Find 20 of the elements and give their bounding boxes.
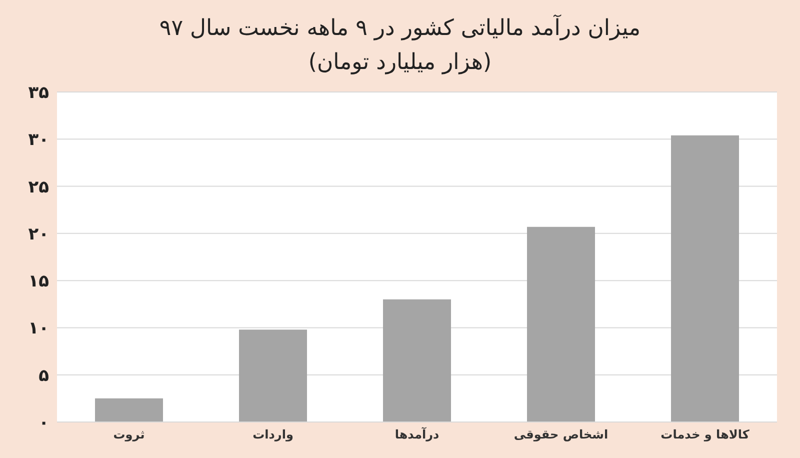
x-tick-label: اشخاص حقوقی <box>514 428 608 442</box>
bar <box>671 135 739 422</box>
y-tick-label: ۵ <box>38 366 49 386</box>
x-tick-label: واردات <box>252 428 294 442</box>
y-tick-label: ۱۵ <box>28 272 49 292</box>
bar <box>527 226 595 422</box>
y-tick-label: ۳۰ <box>28 130 49 150</box>
bar <box>383 299 451 422</box>
x-tick-label: ثروت <box>113 428 145 442</box>
bar <box>95 398 163 422</box>
chart-subtitle: (هزار میلیارد تومان) <box>307 49 493 77</box>
chart-title: میزان درآمد مالیاتی کشور در ۹ ماهه نخست سال ۹۷ <box>158 14 642 43</box>
y-tick-label: ۱۰ <box>28 318 49 339</box>
y-tick-label: ۲۰ <box>28 224 49 244</box>
y-tick-label: ۰ <box>38 413 49 434</box>
y-tick-label: ۳۵ <box>28 83 49 104</box>
x-tick-label: درآمدها <box>394 426 440 442</box>
bar <box>239 330 307 422</box>
y-tick-label: ۲۵ <box>28 177 49 198</box>
x-tick-label: کالاها و خدمات <box>660 428 750 442</box>
